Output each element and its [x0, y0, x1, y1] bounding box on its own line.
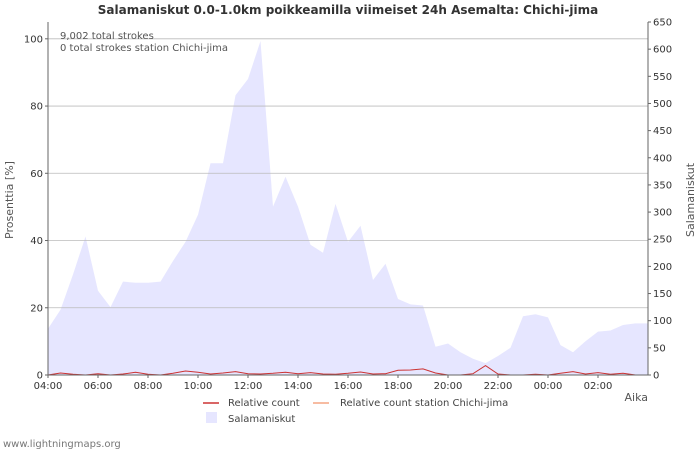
left-tick-label: 0 [37, 371, 43, 382]
right-tick-label: 600 [653, 45, 672, 56]
y-axis-label-left: Prosenttia [%] [3, 161, 16, 239]
x-tick-label: 14:00 [284, 381, 313, 392]
right-tick-label: 250 [653, 235, 672, 246]
x-tick-label: 00:00 [534, 381, 563, 392]
right-tick-labels: 0 50 100 150 200 250 300 350 400 450 500 550 600 650 [648, 18, 672, 382]
x-tick-label: 04:00 [34, 381, 63, 392]
y-axis-label-right: Salamaniskut [684, 162, 697, 237]
grid-layer [48, 38, 648, 309]
x-axis-label: Aika [625, 391, 649, 404]
left-tick-label: 20 [30, 303, 43, 314]
left-tick-label: 100 [24, 34, 43, 45]
right-tick-label: 650 [653, 18, 672, 29]
station-strokes-annotation: 0 total strokes station Chichi-jima [60, 43, 228, 54]
x-tick-labels: 04:00 06:00 08:00 10:00 12:00 14:00 16:00 18:00… [34, 375, 613, 392]
right-tick-label: 400 [653, 153, 672, 164]
legend-label-relative-count: Relative count [228, 398, 300, 409]
right-tick-label: 50 [653, 343, 666, 354]
left-tick-label: 60 [30, 169, 43, 180]
right-tick-label: 300 [653, 208, 672, 219]
right-tick-label: 450 [653, 126, 672, 137]
chart-title: Salamaniskut 0.0-1.0km poikkeamilla viim… [98, 3, 598, 17]
x-tick-label: 08:00 [134, 381, 163, 392]
series-relative-count-line [47, 365, 636, 376]
right-tick-label: 100 [653, 316, 672, 327]
legend-label-salamaniskut: Salamaniskut [228, 414, 295, 425]
area-layer [48, 41, 648, 375]
credit-text: www.lightningmaps.org [3, 439, 121, 450]
x-tick-label: 22:00 [484, 381, 513, 392]
x-tick-label: 06:00 [84, 381, 113, 392]
total-strokes-annotation: 9,002 total strokes [60, 31, 154, 42]
x-tick-label: 16:00 [334, 381, 363, 392]
line-layer [47, 365, 636, 376]
right-tick-label: 350 [653, 180, 672, 191]
x-tick-label: 20:00 [434, 381, 463, 392]
x-tick-label: 18:00 [384, 381, 413, 392]
left-tick-labels: 0 20 40 60 80 100 [24, 34, 48, 382]
legend: Relative count Relative count station Ch… [203, 398, 508, 425]
right-tick-label: 500 [653, 99, 672, 110]
x-tick-label: 12:00 [234, 381, 263, 392]
legend-label-relative-count-station: Relative count station Chichi-jima [340, 398, 508, 409]
series-salamaniskut-area [48, 41, 648, 375]
x-tick-label: 10:00 [184, 381, 213, 392]
right-tick-label: 200 [653, 262, 672, 273]
right-tick-label: 550 [653, 72, 672, 83]
right-tick-label: 0 [653, 371, 659, 382]
left-tick-label: 40 [30, 236, 43, 247]
legend-swatch-salamaniskut [206, 412, 217, 423]
left-tick-label: 80 [30, 102, 43, 113]
right-tick-label: 150 [653, 289, 672, 300]
x-tick-label: 02:00 [584, 381, 613, 392]
